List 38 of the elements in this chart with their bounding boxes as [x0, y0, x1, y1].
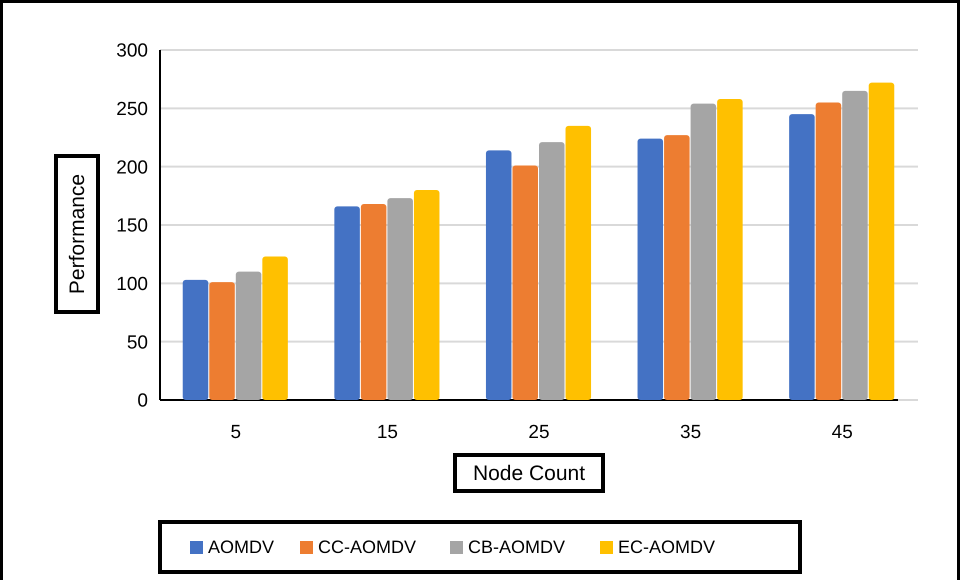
bar: [816, 102, 842, 400]
bar: [262, 256, 288, 400]
legend-label: CB-AOMDV: [468, 537, 566, 557]
y-tick-label: 50: [126, 332, 148, 354]
y-tick-label: 200: [116, 157, 148, 178]
bar: [334, 206, 360, 400]
y-tick-label: 0: [137, 390, 148, 412]
bar: [414, 190, 440, 400]
legend-label: CC-AOMDV: [318, 537, 416, 557]
bar: [690, 104, 716, 400]
x-axis-title: Node Count: [472, 462, 586, 485]
bar: [539, 142, 565, 400]
bar: [387, 198, 413, 400]
bar: [789, 114, 815, 400]
y-tick-label: 250: [116, 98, 148, 120]
y-tick-label: 150: [116, 216, 148, 237]
bar: [512, 166, 538, 400]
x-tick-label: 35: [680, 422, 702, 443]
bar: [638, 138, 664, 400]
bar: [486, 150, 512, 400]
bar: [566, 126, 592, 400]
legend-label: AOMDV: [208, 537, 274, 557]
legend-label: EC-AOMDV: [618, 537, 716, 557]
x-tick-label: 25: [528, 422, 550, 443]
y-axis-title: Performance: [66, 174, 89, 294]
x-tick-label: 15: [376, 422, 398, 443]
y-tick-label: 100: [116, 274, 148, 295]
x-tick-label: 45: [832, 422, 853, 443]
bar: [182, 280, 208, 400]
bar: [664, 135, 690, 400]
bar: [842, 90, 868, 400]
bar: [717, 99, 743, 400]
y-tick-label: 300: [116, 40, 148, 62]
bar: [209, 282, 235, 400]
bar: [236, 272, 262, 400]
bar: [868, 82, 894, 400]
bar: [360, 204, 386, 400]
x-tick-label: 5: [230, 422, 242, 443]
